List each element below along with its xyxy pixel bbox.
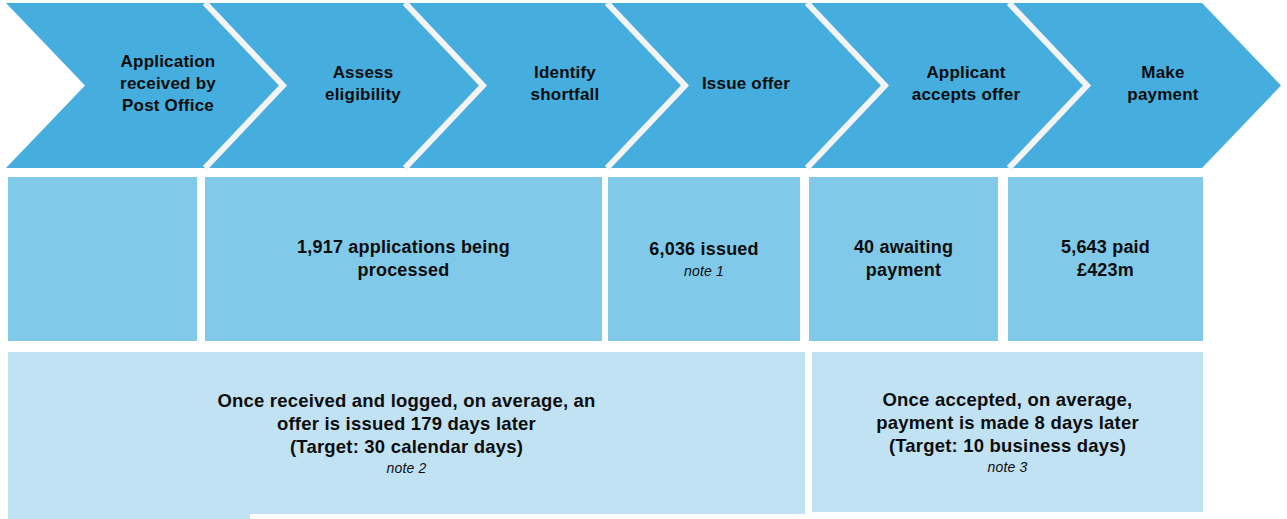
stage-label-applicant-accepts: Applicant accepts offer: [866, 62, 1066, 106]
stat-box-paid: 5,643 paid £423m: [1008, 177, 1203, 341]
summary-note: note 2: [386, 459, 426, 477]
process-flow-diagram: Application received by Post Office Asse…: [0, 0, 1287, 519]
stat-box-issued: 6,036 issued note 1: [608, 177, 800, 341]
stat-box-processing: 1,917 applications being processed: [205, 177, 602, 341]
stat-value: 1,917 applications being processed: [297, 236, 510, 282]
stat-note: note 1: [684, 262, 724, 280]
summary-text: Once accepted, on average, payment is ma…: [876, 388, 1139, 457]
stage-label-assess-eligibility: Assess eligibility: [283, 62, 443, 106]
summary-text: Once received and logged, on average, an…: [217, 389, 595, 458]
stage-label-make-payment: Make payment: [1083, 62, 1243, 106]
summary-box-offer-timing: Once received and logged, on average, an…: [8, 352, 805, 514]
stage-label-identify-shortfall: Identify shortfall: [485, 62, 645, 106]
stage-label-application-received: Application received by Post Office: [88, 51, 248, 117]
stat-box-empty: [8, 177, 197, 341]
stat-value: 5,643 paid £423m: [1061, 236, 1150, 282]
stat-value: 6,036 issued: [649, 238, 758, 261]
summary-box-payment-timing: Once accepted, on average, payment is ma…: [812, 352, 1203, 512]
stat-value: 40 awaiting payment: [854, 236, 953, 282]
summary-note: note 3: [987, 458, 1027, 476]
stat-box-awaiting-payment: 40 awaiting payment: [809, 177, 998, 341]
stage-label-issue-offer: Issue offer: [666, 73, 826, 95]
